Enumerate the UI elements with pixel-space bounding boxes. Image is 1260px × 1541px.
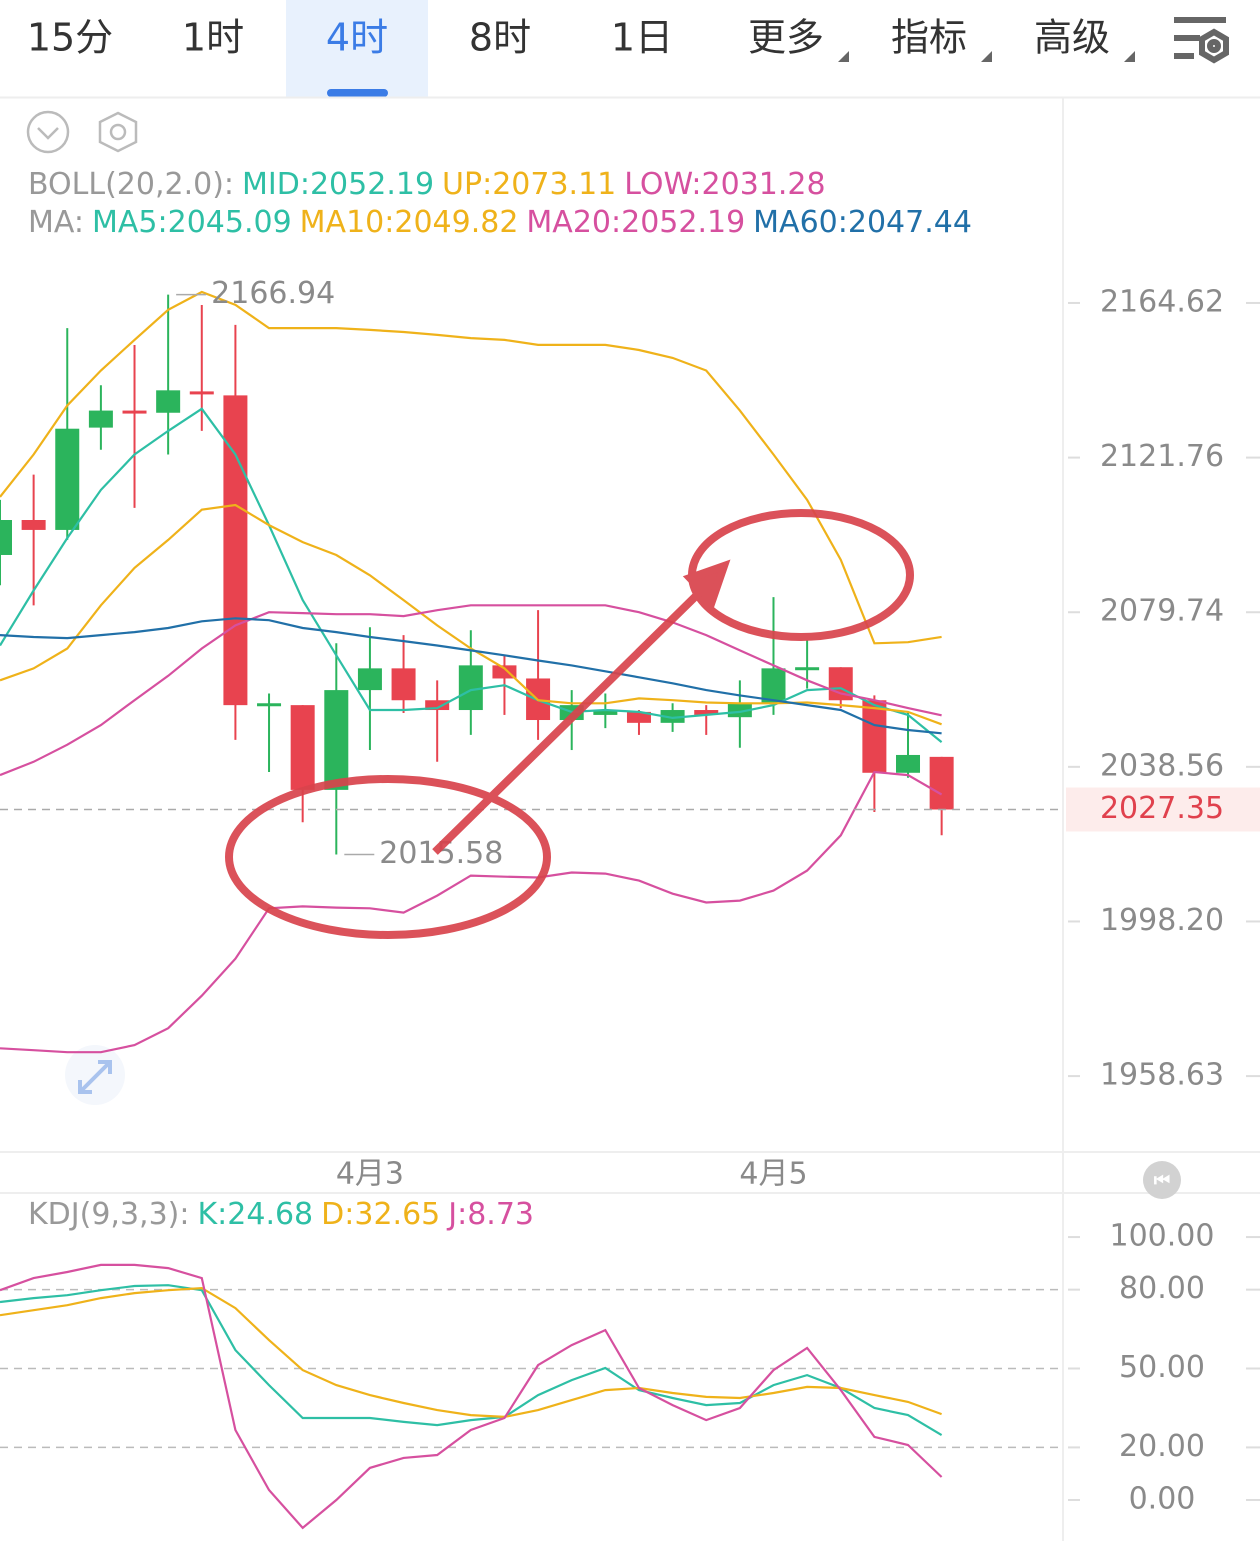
candle-body [862, 700, 887, 773]
candle-body [391, 668, 416, 701]
legend-item: D:32.65 [321, 1197, 440, 1232]
tab[interactable]: 8时 [469, 16, 531, 60]
max-label: 2166.94 [211, 276, 335, 311]
legend-item: MA20:2052.19 [526, 205, 745, 240]
annotation-arrow [432, 589, 703, 855]
candle-body [0, 520, 12, 555]
kdj-chart: KDJ(9,3,3): K:24.68 D:32.65 J:8.73 100.00 80.… [0, 1197, 1260, 1530]
legend-item: UP:2073.11 [442, 167, 616, 202]
y-tick-label: 2038.56 [1100, 748, 1224, 783]
dropdown-triangle [1124, 51, 1135, 62]
legend-item: LOW:2031.28 [624, 167, 825, 202]
collapse-button[interactable] [26, 110, 70, 154]
candle-body [896, 754, 921, 773]
y-tick-label: 2079.74 [1100, 594, 1224, 629]
candle-body [795, 667, 820, 671]
annotation-ellipse [225, 775, 551, 939]
candle-body [223, 395, 248, 706]
candle-body [727, 703, 752, 718]
y-tick-label: 2164.62 [1100, 284, 1224, 319]
user-annotation [225, 509, 914, 939]
candle-body [694, 710, 719, 715]
indicator-line [0, 1284, 943, 1437]
indicator-line [0, 1263, 943, 1530]
legend-item: MID:2052.19 [242, 167, 434, 202]
tab[interactable]: 1时 [182, 16, 244, 60]
last-price-badge [1066, 787, 1260, 832]
tab[interactable]: 15分 [27, 16, 113, 60]
tab[interactable]: 更多 [748, 16, 824, 60]
dropdown-triangle [838, 51, 849, 62]
candle-body [290, 705, 315, 790]
dropdown-triangle [981, 51, 992, 62]
candle-body [626, 711, 651, 723]
candle-body [189, 391, 214, 395]
candle-body [761, 668, 786, 704]
y-tick-label: 100.00 [1110, 1219, 1215, 1254]
price-chart: BOLL(20,2.0): MID:2052.19 UP:2073.11 LOW:20… [0, 167, 1260, 1192]
settings-icon[interactable] [1174, 17, 1229, 64]
tab[interactable]: 高级 [1034, 16, 1110, 60]
indicator-legend: MA: MA5:2045.09 MA10:2049.82 MA20:2052.19 MA… [28, 205, 972, 240]
y-tick-label: 1998.20 [1100, 903, 1224, 938]
indicator-line [0, 770, 943, 1054]
tab[interactable]: 1日 [611, 16, 673, 60]
y-tick-label: 50.00 [1119, 1350, 1205, 1385]
indicator-line [0, 290, 942, 645]
legend-item: MA5:2045.09 [92, 205, 292, 240]
candles [0, 294, 954, 855]
indicator-line [0, 407, 943, 743]
indicator-line [0, 604, 942, 777]
y-tick-label: 20.00 [1119, 1429, 1205, 1464]
annotation-arrowhead [682, 559, 731, 609]
y-tick-label: 1958.63 [1100, 1058, 1224, 1093]
candle-body [425, 700, 450, 711]
legend-prefix: KDJ(9,3,3): [28, 1197, 189, 1232]
candle-body [660, 710, 685, 723]
active-tab-indicator [327, 89, 388, 97]
indicator-legend: KDJ(9,3,3): K:24.68 D:32.65 J:8.73 [28, 1197, 534, 1232]
y-tick-label: 0.00 [1129, 1481, 1196, 1516]
candle-body [257, 703, 282, 707]
x-tick-label: 4月5 [739, 1157, 807, 1192]
y-tick-label: 2121.76 [1100, 439, 1224, 474]
legend-item: K:24.68 [197, 1197, 313, 1232]
tab[interactable]: 4时 [326, 16, 388, 60]
candle-body [122, 410, 147, 414]
candle-body [156, 390, 181, 413]
y-tick-label: 80.00 [1119, 1271, 1205, 1306]
legend-prefix: BOLL(20,2.0): [28, 167, 234, 202]
legend-item: MA10:2049.82 [300, 205, 519, 240]
indicator-line [0, 617, 942, 735]
candle-body [458, 665, 483, 711]
candle-body [929, 756, 954, 810]
indicator-line [0, 1286, 942, 1419]
candle-body [21, 520, 46, 530]
active-tab-background [286, 0, 428, 97]
tab-bar: 15分 1时 4时 8时 1日 更多 指标 高级 [27, 0, 1229, 97]
icon-glyph: ⏮ [1154, 1170, 1170, 1191]
last-price-label: 2027.35 [1100, 791, 1224, 826]
legend-item: J:8.73 [446, 1197, 534, 1232]
indicator-legend: BOLL(20,2.0): MID:2052.19 UP:2073.11 LOW:20… [28, 167, 826, 202]
legend-prefix: MA: [28, 205, 84, 240]
tab[interactable]: 指标 [891, 16, 967, 60]
back-to-latest-button[interactable]: ⏮ [1143, 1161, 1181, 1199]
x-tick-label: 4月3 [336, 1157, 404, 1192]
chart-tools [26, 110, 138, 154]
candle-body [88, 410, 113, 428]
expand-button[interactable] [65, 1045, 125, 1105]
candle-body [593, 710, 618, 715]
candle-body [324, 690, 349, 790]
legend-item: MA60:2047.44 [753, 205, 972, 240]
candle-body [55, 428, 80, 530]
indicator-line [0, 503, 942, 726]
candle-body [357, 668, 382, 691]
settings-button[interactable] [98, 111, 138, 153]
